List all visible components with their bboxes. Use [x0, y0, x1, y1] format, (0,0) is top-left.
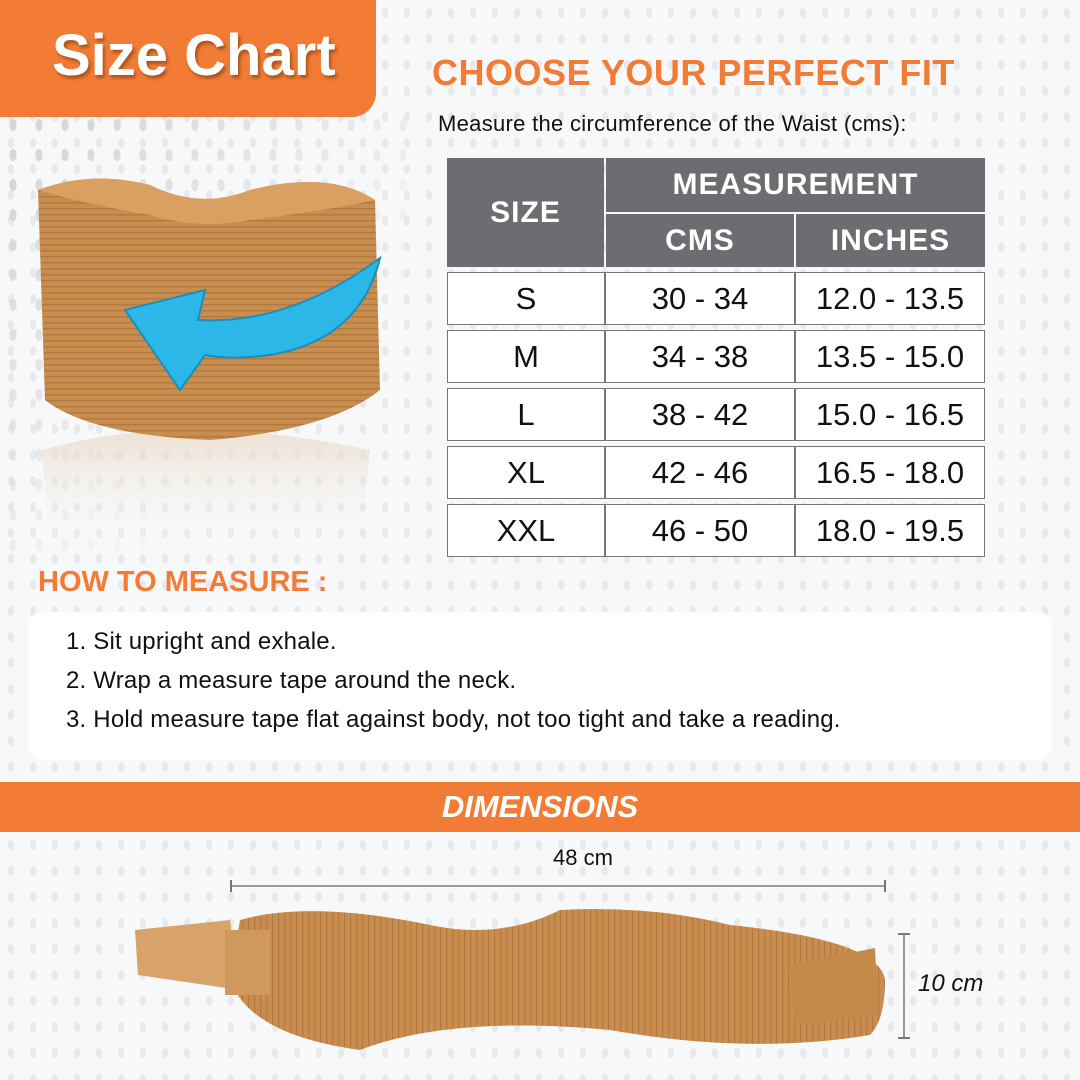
size-cell: L — [447, 388, 605, 441]
size-header: SIZE — [447, 158, 604, 267]
cms-cell: 34 - 38 — [605, 330, 795, 383]
cms-cell: 42 - 46 — [605, 446, 795, 499]
how-to-measure-heading: HOW TO MEASURE : — [38, 566, 328, 598]
dimensions-heading: DIMENSIONS — [441, 789, 639, 824]
table-row: XL 42 - 46 16.5 - 18.0 — [447, 446, 985, 499]
table-row: M 34 - 38 13.5 - 15.0 — [447, 330, 985, 383]
inches-cell: 18.0 - 19.5 — [795, 504, 985, 557]
step-item: 3. Hold measure tape flat against body, … — [66, 706, 841, 733]
cms-cell: 38 - 42 — [605, 388, 795, 441]
step-item: 2. Wrap a measure tape around the neck. — [66, 667, 517, 694]
inches-cell: 12.0 - 13.5 — [795, 272, 985, 325]
size-cell: S — [447, 272, 605, 325]
step-item: 1. Sit upright and exhale. — [66, 628, 337, 655]
measure-subtitle: Measure the circumference of the Waist (… — [438, 111, 907, 136]
inches-cell: 16.5 - 18.0 — [795, 446, 985, 499]
dimensions-banner: DIMENSIONS — [0, 782, 1080, 832]
cms-cell: 30 - 34 — [605, 272, 795, 325]
cms-cell: 46 - 50 — [605, 504, 795, 557]
title-banner: Size Chart — [0, 0, 376, 117]
table-row: S 30 - 34 12.0 - 13.5 — [447, 272, 985, 325]
length-measure-line — [230, 880, 886, 892]
height-measure-line — [898, 933, 910, 1039]
instructions-box: 1. Sit upright and exhale. 2. Wrap a mea… — [28, 612, 1052, 760]
size-cell: XXL — [447, 504, 605, 557]
fit-heading: CHOOSE YOUR PERFECT FIT — [432, 52, 955, 93]
cervical-collar-image — [38, 178, 382, 550]
inches-header: INCHES — [796, 214, 985, 267]
flat-collar-image — [135, 909, 885, 1050]
inches-cell: 13.5 - 15.0 — [795, 330, 985, 383]
size-cell: XL — [447, 446, 605, 499]
measurement-header: MEASUREMENT — [606, 158, 985, 212]
page-title: Size Chart — [52, 23, 336, 88]
size-cell: M — [447, 330, 605, 383]
table-row: L 38 - 42 15.0 - 16.5 — [447, 388, 985, 441]
table-row: XXL 46 - 50 18.0 - 19.5 — [447, 504, 985, 557]
inches-cell: 15.0 - 16.5 — [795, 388, 985, 441]
length-label: 48 cm — [553, 845, 613, 870]
cms-header: CMS — [606, 214, 794, 267]
height-label: 10 cm — [918, 970, 984, 997]
